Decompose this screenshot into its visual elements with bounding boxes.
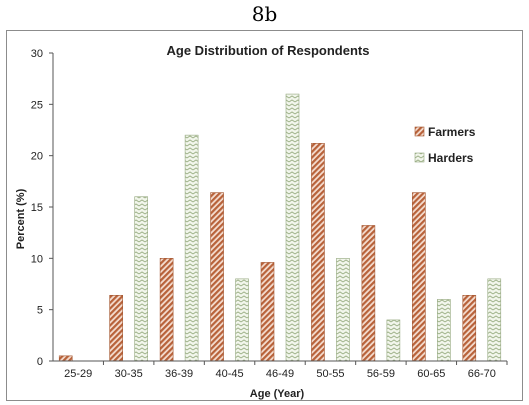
bar-farmers-56-59 [361,225,376,362]
figure-label: 8b [251,2,278,26]
x-tick-label: 25-29 [64,368,92,380]
bar-harders-56-59 [386,319,401,362]
bar-farmers-36-39 [159,258,174,362]
legend-label-harders: Harders [428,151,474,165]
bar-farmers-40-45 [210,192,224,362]
legend: Farmers Harders [414,125,476,165]
bar-farmers-60-65 [412,192,426,362]
bar-farmers-66-70 [462,294,477,362]
y-axis-ticks: 0 5 10 15 20 25 30 [31,48,53,368]
y-tick-label: 5 [37,305,43,317]
y-tick-label: 25 [31,99,43,111]
x-axis-ticks: 25-29 30-35 36-39 40-45 46-49 50-55 56-59 60-65… [64,361,508,380]
bar-farmers-30-35 [109,294,123,362]
x-tick-label: 30-35 [115,368,143,380]
chart-frame: Age Distribution of Respondents 0 5 10 15 20… [6,30,523,401]
bar-harders-40-45 [235,278,249,362]
bar-harders-36-39 [184,134,199,362]
bar-farmers-25-29 [58,355,73,362]
y-tick-label: 0 [37,356,43,368]
bars [58,93,502,362]
legend-swatch-farmers [414,126,425,137]
x-tick-label: 50-55 [316,368,344,380]
y-tick-label: 10 [31,253,43,265]
y-tick-label: 20 [31,151,43,163]
x-tick-label: 36-39 [165,368,193,380]
bar-harders-30-35 [134,196,148,362]
y-tick-label: 15 [31,202,43,214]
y-axis-title: Percent (%) [15,188,27,249]
legend-swatch-harders [414,152,425,163]
x-tick-label: 46-49 [266,368,294,380]
x-tick-label: 66-70 [468,368,496,380]
bar-farmers-46-49 [260,262,275,362]
y-tick-label: 30 [31,48,43,60]
x-tick-label: 40-45 [215,368,243,380]
x-axis-title: Age (Year) [250,388,305,400]
bar-harders-60-65 [437,299,451,362]
x-tick-label: 60-65 [417,368,445,380]
bar-chart: Age Distribution of Respondents 0 5 10 15 20… [15,43,508,400]
bar-harders-46-49 [285,93,300,362]
legend-label-farmers: Farmers [428,125,476,139]
bar-harders-66-70 [487,278,502,362]
bar-harders-50-55 [336,258,350,362]
chart-title: Age Distribution of Respondents [167,43,370,58]
bar-farmers-50-55 [311,143,325,362]
x-tick-label: 56-59 [367,368,395,380]
